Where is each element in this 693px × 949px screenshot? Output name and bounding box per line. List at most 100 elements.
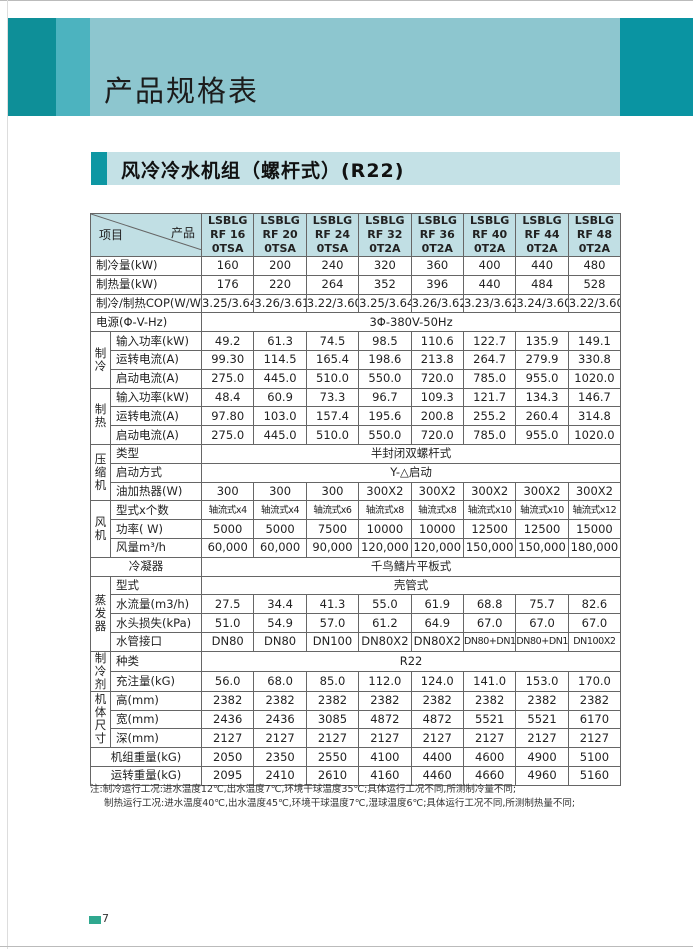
value-cell: 6170 [567, 709, 622, 730]
value-cell: 720.0 [410, 425, 464, 445]
row-group-label: 风机 [90, 500, 111, 558]
value-cell: 300 [253, 481, 307, 502]
value-cell: 955.0 [515, 425, 569, 445]
model-name: LSBLGRF 400T2A [469, 214, 510, 256]
value-cell: 112.0 [358, 670, 412, 692]
value-cell: 300X2 [462, 481, 517, 502]
table-row: 电源(Φ-V-Hz) 3Φ-380V-50Hz [90, 312, 622, 333]
value-cell: 160 [200, 256, 255, 276]
table-row: 启动电流(A) 275.0 445.0 510.0 550.0 720.0 785.0 955… [91, 425, 622, 445]
value-cell: 5521 [462, 709, 517, 730]
value-cell: 10000 [358, 519, 412, 539]
value-cell: 165.4 [305, 349, 360, 370]
row-group-label: 制热 [90, 387, 111, 445]
table-row: 启动方式 Y-△启动 [91, 462, 622, 483]
row-label: 输入功率(kW) [110, 331, 202, 351]
table-row: 机组重量(kG) 2050 2350 2550 4100 4400 4600 4900 5100 [90, 747, 622, 767]
value-cell: 275.0 [200, 368, 255, 389]
value-cell: 68.8 [462, 594, 517, 615]
value-cell: 2436 [253, 709, 307, 730]
table-row: 水管接口DN80DN80DN100DN80X2DN80X2DN80+DN100D… [91, 631, 622, 652]
model-name: LSBLGRF 320T2A [365, 214, 405, 256]
page-marker-icon [89, 916, 101, 924]
value-cell: 轴流式x8 [358, 500, 412, 521]
row-label: 型式 [110, 575, 202, 596]
value-cell: 85.0 [305, 670, 360, 692]
value-cell: 12500 [515, 519, 569, 539]
value-cell: DN100 [305, 631, 360, 652]
value-cell: 3.25/3.64 [358, 293, 412, 314]
value-cell: 4100 [358, 747, 412, 767]
table-row: 运转电流(A) 97.80 103.0 157.4 195.6 200.8 255.2 260… [91, 406, 622, 427]
model-header: LSBLGRF 240TSA [305, 213, 360, 257]
value-cell: 141.0 [462, 670, 517, 692]
value-cell: 300X2 [410, 481, 464, 502]
value-cell: 134.3 [515, 387, 569, 408]
value-cell: 2127 [567, 728, 622, 749]
row-label: 启动方式 [110, 462, 202, 483]
value-cell: 4872 [358, 709, 412, 730]
value-cell: 445.0 [253, 425, 307, 445]
value-cell: 440 [462, 274, 517, 295]
row-label: 型式x个数 [110, 500, 202, 521]
table-row: 水流量(m3/h) 27.5 34.4 41.3 55.0 61.9 68.8 75.7 82.… [91, 594, 622, 615]
value-cell: 3.22/3.60 [567, 293, 622, 314]
value-cell: 2382 [462, 690, 517, 711]
row-label: 类型 [110, 443, 202, 464]
value-cell: 98.5 [358, 331, 412, 351]
value-cell: 195.6 [358, 406, 412, 427]
value-cell: 124.0 [410, 670, 464, 692]
row-group-label: 制冷 [90, 331, 111, 389]
value-cell: 279.9 [515, 349, 569, 370]
value-cell: 48.4 [200, 387, 255, 408]
value-cell: 255.2 [462, 406, 517, 427]
value-cell: 300 [200, 481, 255, 502]
value-cell: 82.6 [567, 594, 622, 615]
row-label: 运转电流(A) [110, 349, 202, 370]
value-cell: 110.6 [410, 331, 464, 351]
table-row: 风机 型式x个数 轴流式x4 轴流式x4 轴流式x6 轴流式x8 轴流式x8 轴流式x10 轴流… [90, 500, 622, 558]
model-header: LSBLGRF 480T2A [567, 213, 622, 257]
table-row: 油加热器(W) 300 300 300 300X2 300X2 300X2 300X2 300X… [91, 481, 622, 502]
note-cooling: 注:制冷运行工况:进水温度12℃,出水温度7℃,环境干球温度35℃;具体运行工况… [90, 784, 517, 795]
value-cell: 97.80 [200, 406, 255, 427]
model-name: LSBLGRF 440T2A [522, 214, 562, 256]
value-cell: 2127 [515, 728, 569, 749]
value-cell: 240 [305, 256, 360, 276]
value-cell: 27.5 [200, 594, 255, 615]
table-row: 制冷 输入功率(kW) 49.2 61.3 74.5 98.5 110.6 122.7 135.… [90, 331, 622, 389]
value-cell: 67.0 [567, 613, 622, 633]
value-cell: 2550 [305, 747, 360, 767]
table-row: 压缩机 类型 半封闭双螺杆式 [90, 443, 622, 502]
value-cell: 150,000 [515, 537, 569, 558]
table-row: 机体尺寸 高(mm) 2382 2382 2382 2382 2382 2382 2382 238… [90, 690, 622, 749]
value-cell: 176 [200, 274, 255, 295]
row-value-span: 3Φ-380V-50Hz [200, 312, 622, 333]
value-cell: 720.0 [410, 368, 464, 389]
corner-diagonal-line [91, 214, 201, 250]
value-cell: 320 [358, 256, 412, 276]
value-cell: 轴流式x4 [253, 500, 307, 521]
table-row: 启动电流(A) 275.0 445.0 510.0 550.0 720.0 785.0 955… [91, 368, 622, 389]
row-label: 高(mm) [110, 690, 202, 711]
row-label: 功率( W) [110, 519, 202, 539]
value-cell: 轴流式x12 [567, 500, 622, 521]
table-row: 宽(mm) 2436 2436 3085 4872 4872 5521 5521 6170 [91, 709, 622, 730]
table-row: 制冷/制热COP(W/W) 3.25/3.64 3.26/3.61 3.22/3.60… [90, 293, 622, 314]
page-title: 产品规格表 [104, 74, 260, 108]
row-group-label: 蒸发器 [90, 575, 111, 652]
value-cell: 150,000 [462, 537, 517, 558]
row-label: 输入功率(kW) [110, 387, 202, 408]
row-label: 运转重量(kG) [90, 765, 202, 786]
value-cell: 180,000 [567, 537, 622, 558]
value-cell: 352 [358, 274, 412, 295]
value-cell: 4160 [358, 765, 412, 786]
row-label: 水流量(m3/h) [110, 594, 202, 615]
value-cell: 41.3 [305, 594, 360, 615]
table-row: 蒸发器 型式 壳管式 [90, 575, 622, 652]
value-cell: 198.6 [358, 349, 412, 370]
value-cell: 12500 [462, 519, 517, 539]
corner-item-label: 项目 [99, 228, 124, 242]
value-cell: 4400 [410, 747, 464, 767]
value-cell: 220 [253, 274, 307, 295]
